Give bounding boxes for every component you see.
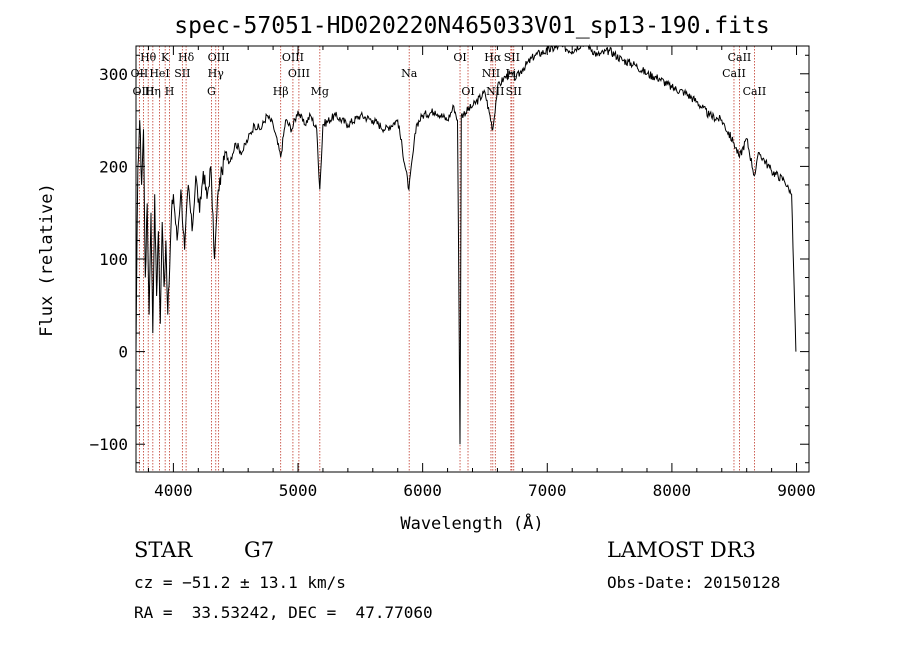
x-tick-label: 6000: [403, 481, 442, 500]
spectral-line-label: OIII: [288, 67, 310, 80]
flux-series-line: [135, 44, 797, 445]
spectral-line-label: OIII: [282, 51, 304, 64]
spectral-line-label: Hθ: [140, 51, 157, 64]
y-tick-label: 300: [99, 65, 128, 84]
spectral-line-label: CaII: [728, 51, 752, 64]
spectral-line-label: OI: [461, 85, 474, 98]
x-tick-label: 4000: [154, 481, 193, 500]
spectral-line-label: Na: [401, 67, 418, 80]
plot-frame: [135, 45, 810, 473]
spectral-line-label: OIII: [208, 51, 230, 64]
obs-date: Obs-Date: 20150128: [607, 573, 781, 592]
object-class: STAR: [134, 538, 193, 562]
y-tick-label: 0: [118, 343, 128, 362]
coordinates: RA = 33.53242, DEC = 47.77060: [134, 603, 433, 622]
spectral-line-label: G: [207, 85, 216, 98]
x-axis-label: Wavelength (Å): [400, 512, 543, 534]
x-tick-label: 9000: [777, 481, 816, 500]
y-tick-label: −100: [89, 435, 128, 454]
spectral-line-label: SII: [504, 51, 520, 64]
y-axis-label: Flux (relative): [37, 183, 57, 337]
x-tick-label: 7000: [528, 481, 567, 500]
spectral-line-markers: [138, 46, 755, 472]
spectral-line-label: OIII: [132, 85, 154, 98]
x-tick-label: 5000: [279, 481, 318, 500]
spectral-line-label: H: [165, 85, 175, 98]
axis-ticks: 4000 5000 6000 7000 8000 9000 −100 0 100 200 300: [89, 46, 816, 500]
spectral-line-label: OI: [453, 51, 466, 64]
chart-title: spec-57051-HD020220N465033V01_sp13-190.f…: [174, 13, 769, 39]
spectral-line-label: K: [161, 51, 170, 64]
y-tick-label: 200: [99, 157, 128, 176]
spectral-line-label: Hδ: [178, 51, 195, 64]
spectral-line-label: Hβ: [273, 85, 289, 98]
spectral-line-label: HeI: [149, 67, 169, 80]
spectral-line-label: Hα: [484, 51, 502, 64]
spectral-line-label: Li: [505, 67, 516, 80]
spectral-line-label: Mg: [311, 85, 329, 98]
survey-name: LAMOST DR3: [607, 538, 756, 562]
subclass: G7: [244, 538, 275, 562]
spectral-line-label: CaII: [743, 85, 767, 98]
spectral-line-label: Hη: [145, 85, 161, 98]
spectral-line-label: NII: [482, 67, 500, 80]
spectral-line-label: CaII: [722, 67, 746, 80]
spectral-line-label: NII: [486, 85, 504, 98]
y-tick-label: 100: [99, 250, 128, 269]
x-tick-label: 8000: [653, 481, 692, 500]
spectral-line-label: Hγ: [208, 67, 225, 80]
redshift-value: cz = −51.2 ± 13.1 km/s: [134, 573, 346, 592]
spectral-line-label: SII: [174, 67, 190, 80]
spectral-line-label: SII: [506, 85, 522, 98]
